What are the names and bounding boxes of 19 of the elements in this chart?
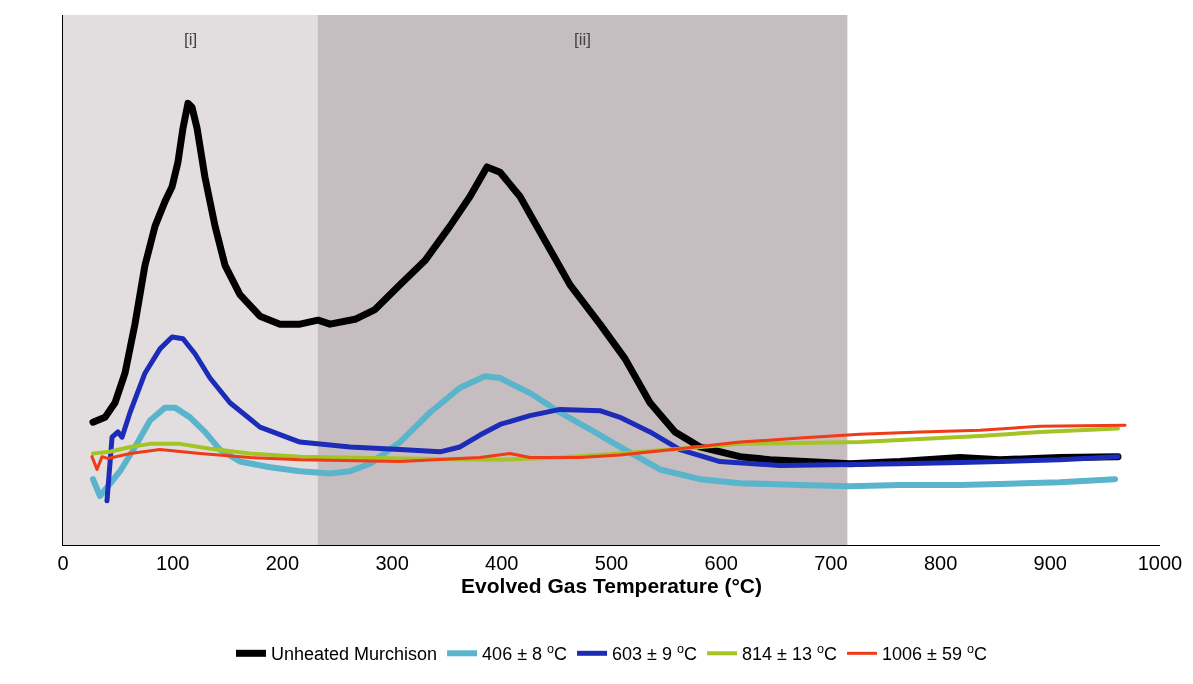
x-tick-label: 800 (923, 552, 958, 574)
x-tick-label: 700 (814, 552, 848, 574)
x-tick-label: 0 (57, 552, 69, 574)
x-axis-title: Evolved Gas Temperature (°C) (461, 574, 762, 597)
x-tick-label: 600 (704, 552, 738, 574)
x-tick-label: 400 (485, 552, 519, 574)
legend-label: 1006 ± 59 $^{o}$C (881, 641, 987, 665)
legend-label: 406 ± 8 $^{o}$C (482, 641, 568, 665)
x-tick-label: 100 (156, 552, 190, 574)
band-label: [i] (184, 30, 198, 49)
legend-label: 814 ± 13 $^{o}$C (742, 641, 837, 665)
x-tick-label: 900 (1033, 552, 1067, 574)
x-tick-label: 300 (375, 552, 409, 574)
legend-label: 603 ± 9 $^{o}$C (612, 641, 698, 665)
legend-label: Unheated Murchison (271, 644, 438, 665)
x-tick-label: 500 (594, 552, 629, 574)
x-tick-label: 1000 (1137, 552, 1183, 574)
band-label: [ii] (574, 30, 591, 49)
x-tick-label: 200 (265, 552, 300, 574)
